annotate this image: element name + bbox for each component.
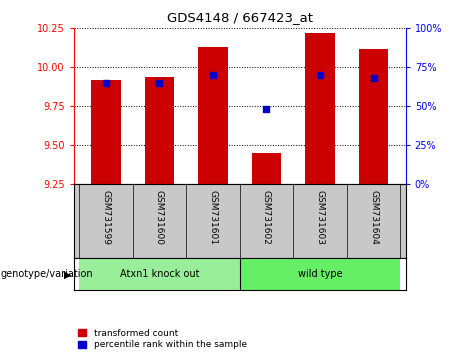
Bar <box>145 76 174 184</box>
Bar <box>252 153 281 184</box>
Text: GDS4148 / 667423_at: GDS4148 / 667423_at <box>167 11 313 24</box>
Text: Atxn1 knock out: Atxn1 knock out <box>120 269 199 279</box>
Bar <box>79 258 240 290</box>
Bar <box>240 258 400 290</box>
Text: GSM731601: GSM731601 <box>208 190 218 245</box>
Text: GSM731604: GSM731604 <box>369 190 378 245</box>
Bar <box>305 33 335 184</box>
Text: wild type: wild type <box>298 269 343 279</box>
Text: GSM731599: GSM731599 <box>101 190 110 245</box>
Bar <box>91 80 121 184</box>
Bar <box>359 48 388 184</box>
Bar <box>198 47 228 184</box>
Text: GSM731602: GSM731602 <box>262 190 271 245</box>
Text: GSM731603: GSM731603 <box>315 190 325 245</box>
Text: ▶: ▶ <box>64 269 71 279</box>
Text: GSM731600: GSM731600 <box>155 190 164 245</box>
Legend: transformed count, percentile rank within the sample: transformed count, percentile rank withi… <box>78 329 247 349</box>
Text: genotype/variation: genotype/variation <box>1 269 94 279</box>
